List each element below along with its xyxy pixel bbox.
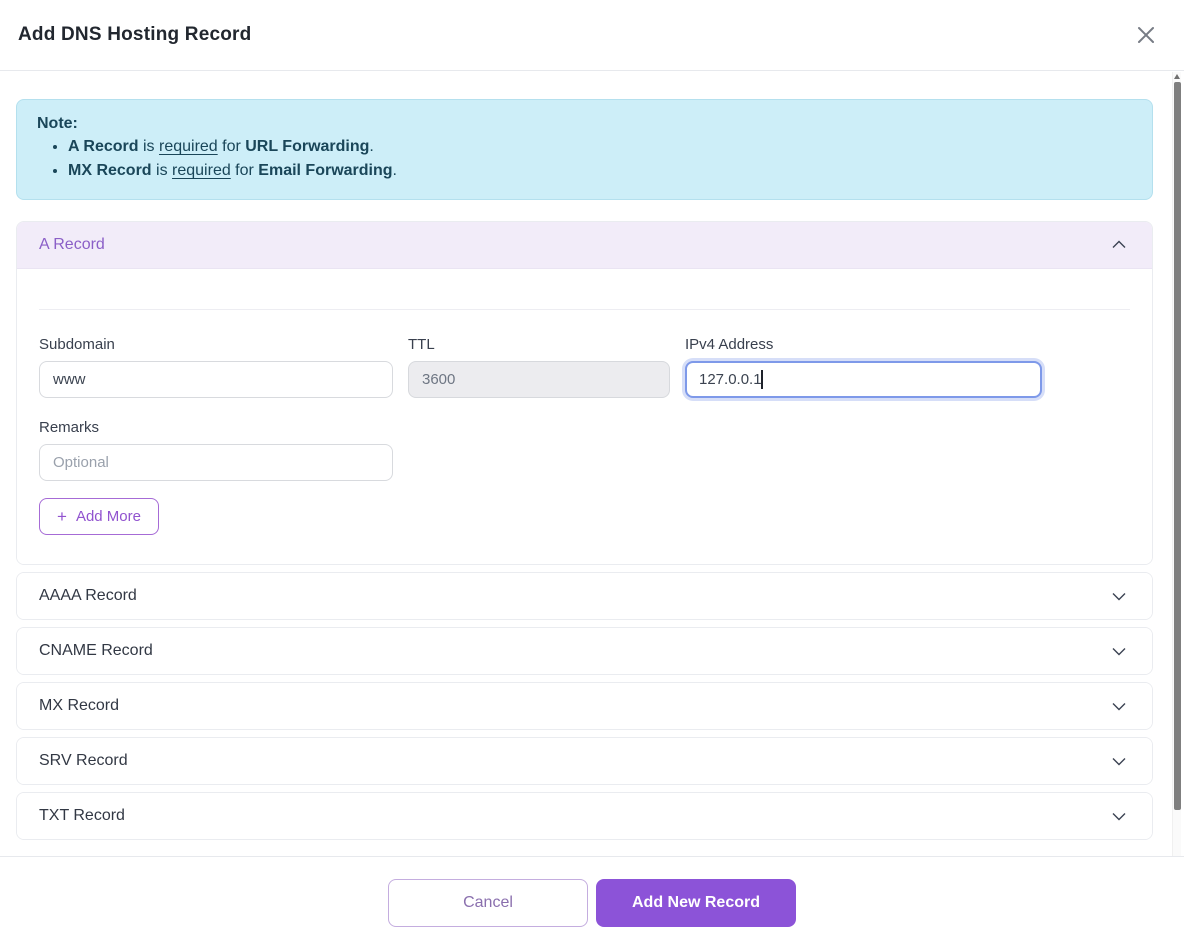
form-divider bbox=[39, 309, 1130, 310]
note-item-mx-record: MX Record is required for Email Forwardi… bbox=[68, 159, 1132, 183]
modal-title: Add DNS Hosting Record bbox=[18, 24, 252, 45]
scrollbar-up-arrow-icon[interactable] bbox=[1174, 74, 1180, 79]
add-more-label: Add More bbox=[75, 508, 141, 525]
vertical-scrollbar[interactable] bbox=[1172, 72, 1181, 856]
accordion-label: MX Record bbox=[39, 697, 120, 714]
close-button[interactable] bbox=[1132, 21, 1160, 49]
ttl-field-group: TTL bbox=[408, 336, 670, 398]
a-record-form: Subdomain TTL IPv4 Address bbox=[17, 309, 1152, 564]
accordion-header-mx-record[interactable]: MX Record bbox=[17, 683, 1152, 729]
remarks-field-group: Remarks bbox=[39, 419, 393, 481]
ttl-label: TTL bbox=[408, 336, 435, 353]
accordion-header-a-record[interactable]: A Record bbox=[17, 222, 1152, 269]
ttl-input bbox=[408, 361, 670, 398]
note-list: A Record is required for URL Forwarding.… bbox=[68, 135, 1132, 183]
modal-header: Add DNS Hosting Record bbox=[0, 0, 1184, 71]
accordion-label: SRV Record bbox=[39, 752, 128, 769]
accordion-panel-cname-record: CNAME Record bbox=[16, 627, 1153, 675]
accordion-header-aaaa-record[interactable]: AAAA Record bbox=[17, 573, 1152, 619]
accordion-panel-a-record: A Record Subdomain TTL bbox=[16, 221, 1153, 565]
note-box: Note: A Record is required for URL Forwa… bbox=[16, 99, 1153, 200]
chevron-up-icon bbox=[1110, 236, 1128, 254]
modal-body: Note: A Record is required for URL Forwa… bbox=[0, 71, 1184, 856]
subdomain-label: Subdomain bbox=[39, 336, 115, 353]
chevron-down-icon bbox=[1110, 697, 1128, 715]
close-icon bbox=[1134, 23, 1158, 47]
plus-icon: + bbox=[57, 507, 67, 526]
scrollbar-thumb[interactable] bbox=[1174, 82, 1181, 810]
accordion-panel-aaaa-record: AAAA Record bbox=[16, 572, 1153, 620]
note-heading: Note: bbox=[37, 115, 78, 132]
remarks-label: Remarks bbox=[39, 419, 100, 436]
accordion-header-cname-record[interactable]: CNAME Record bbox=[17, 628, 1152, 674]
accordion-panel-srv-record: SRV Record bbox=[16, 737, 1153, 785]
note-item-a-record: A Record is required for URL Forwarding. bbox=[68, 135, 1132, 159]
modal-footer: Cancel Add New Record bbox=[0, 856, 1184, 949]
accordion-panel-mx-record: MX Record bbox=[16, 682, 1153, 730]
add-new-record-button[interactable]: Add New Record bbox=[596, 879, 796, 927]
accordion-header-srv-record[interactable]: SRV Record bbox=[17, 738, 1152, 784]
chevron-down-icon bbox=[1110, 807, 1128, 825]
accordion-label: CNAME Record bbox=[39, 642, 153, 659]
ipv4-input[interactable] bbox=[685, 361, 1042, 398]
ipv4-label: IPv4 Address bbox=[685, 336, 774, 353]
accordion-panel-txt-record: TXT Record bbox=[16, 792, 1153, 840]
ipv4-field-group: IPv4 Address bbox=[685, 336, 1042, 398]
chevron-down-icon bbox=[1110, 642, 1128, 660]
remarks-input[interactable] bbox=[39, 444, 393, 481]
accordion-label: A Record bbox=[39, 236, 105, 253]
text-cursor bbox=[761, 370, 763, 389]
accordion-header-txt-record[interactable]: TXT Record bbox=[17, 793, 1152, 839]
chevron-down-icon bbox=[1110, 752, 1128, 770]
subdomain-input[interactable] bbox=[39, 361, 393, 398]
accordion-label: AAAA Record bbox=[39, 587, 137, 604]
chevron-down-icon bbox=[1110, 587, 1128, 605]
cancel-button[interactable]: Cancel bbox=[388, 879, 588, 927]
add-more-button[interactable]: + Add More bbox=[39, 498, 159, 535]
accordion-label: TXT Record bbox=[39, 807, 125, 824]
subdomain-field-group: Subdomain bbox=[39, 336, 393, 398]
